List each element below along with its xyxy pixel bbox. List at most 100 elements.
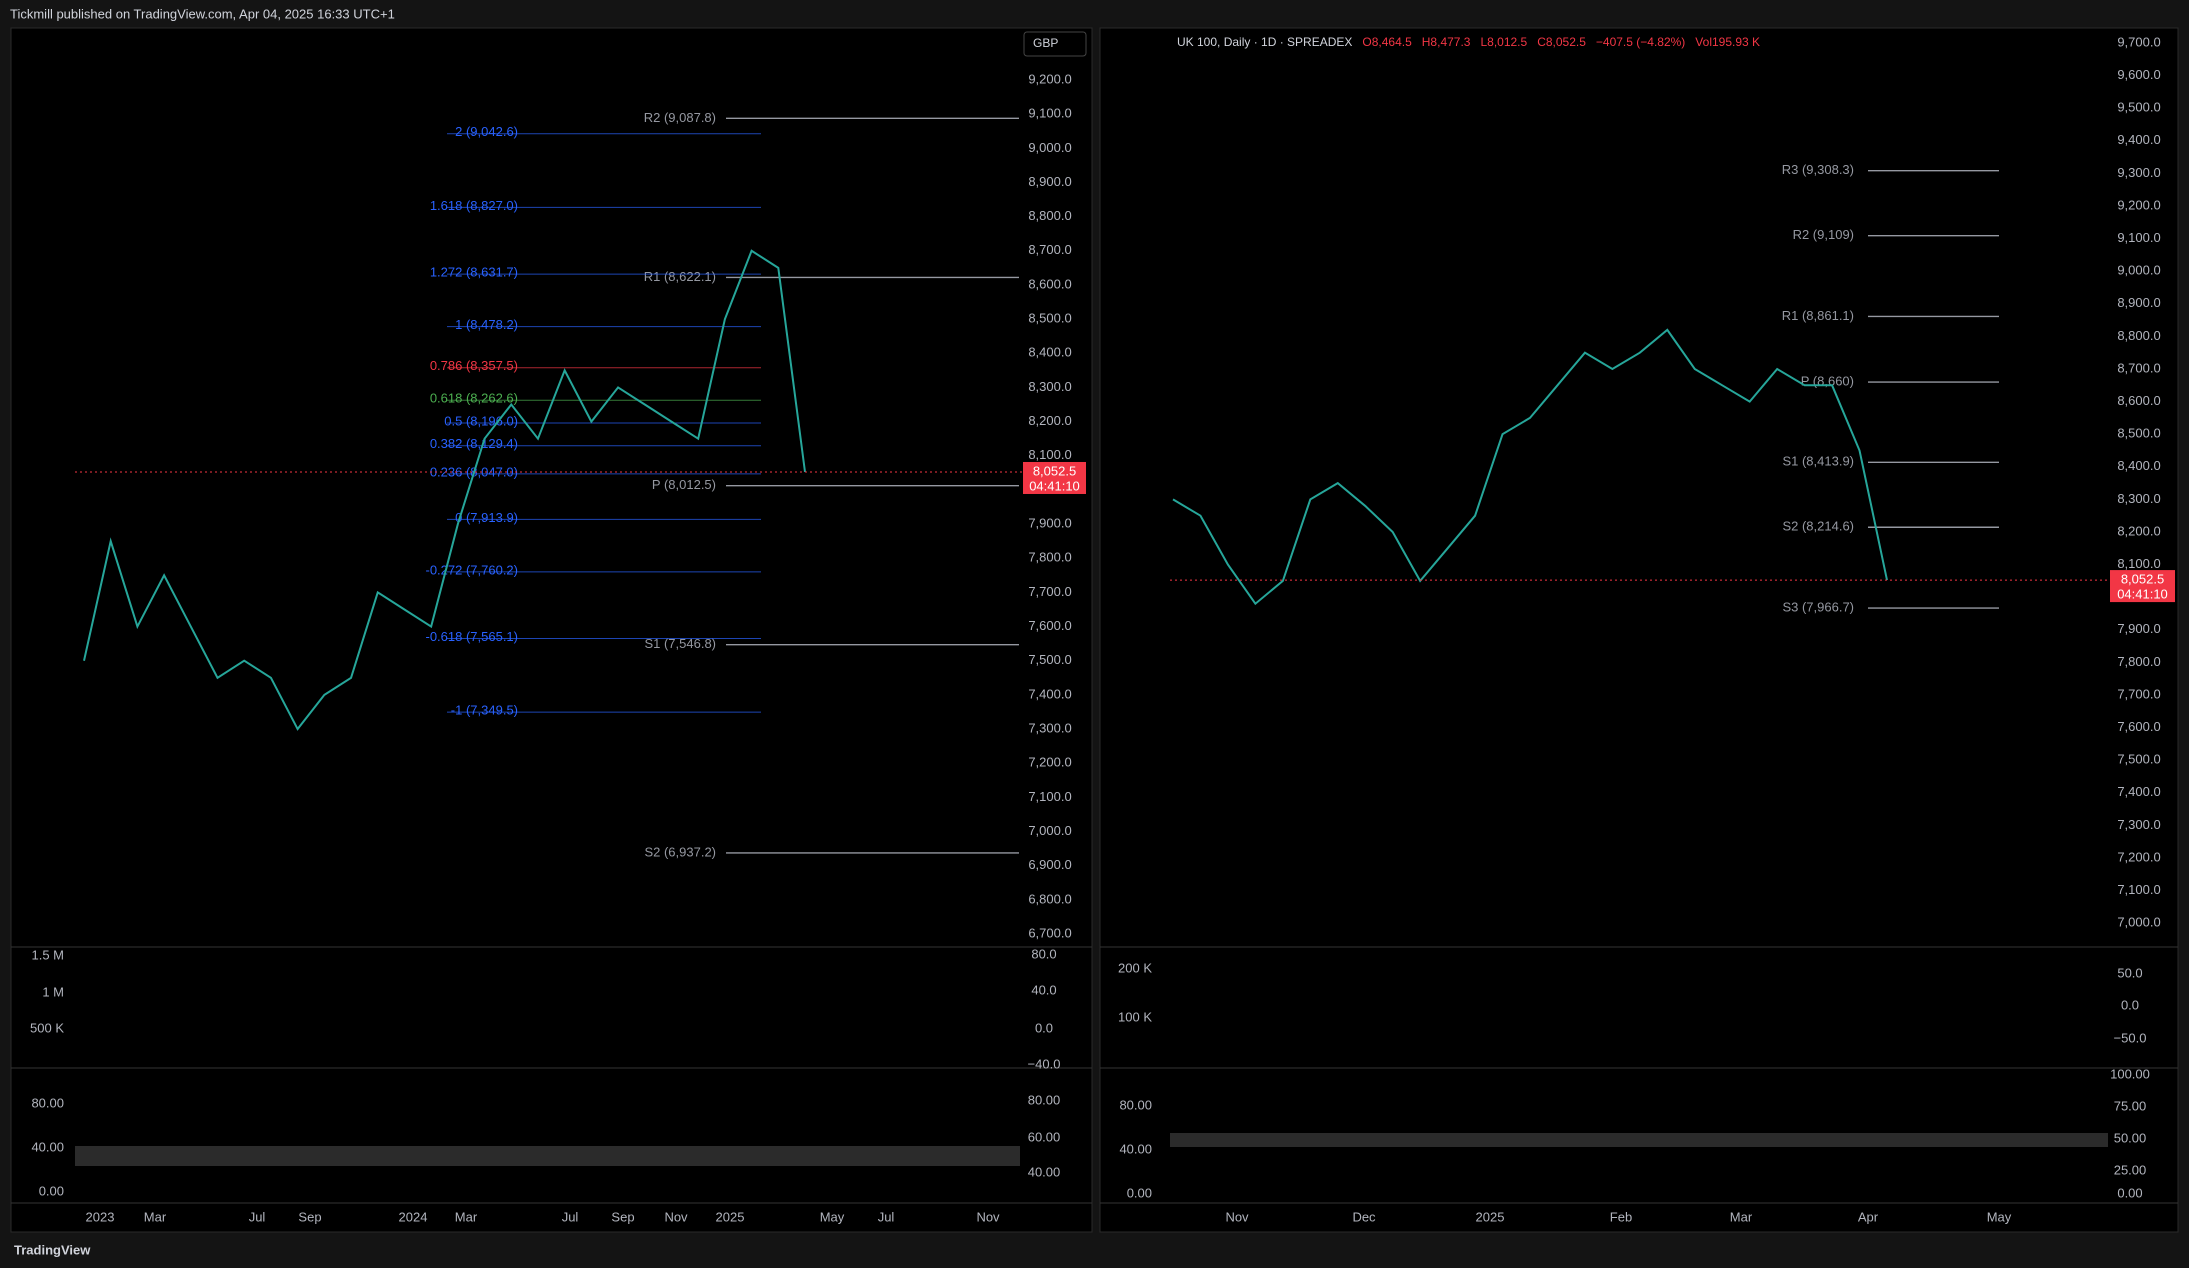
price-axis-label: 7,500.0 bbox=[2117, 752, 2160, 767]
price-axis-label: 7,100.0 bbox=[2117, 882, 2160, 897]
volume-axis-label: 500 K bbox=[30, 1020, 64, 1035]
price-axis-label: 8,600.0 bbox=[1028, 276, 1071, 291]
price-axis-label: 7,400.0 bbox=[1028, 686, 1071, 701]
time-axis-label: Apr bbox=[1858, 1209, 1879, 1224]
time-axis-label: 2025 bbox=[1476, 1209, 1505, 1224]
price-axis-label: 8,500.0 bbox=[1028, 311, 1071, 326]
price-axis-label: 9,100.0 bbox=[1028, 106, 1071, 121]
price-axis-label: 8,100.0 bbox=[1028, 447, 1071, 462]
stoch-axis-label: 80.00 bbox=[31, 1095, 64, 1110]
volume-osc-axis-label: −40.0 bbox=[1028, 1056, 1061, 1071]
time-axis-label: Mar bbox=[455, 1209, 478, 1224]
price-axis-label: 9,400.0 bbox=[2117, 132, 2160, 147]
close-line bbox=[1172, 328, 1888, 606]
price-axis-label: 8,500.0 bbox=[2117, 426, 2160, 441]
volume-osc-axis-label: 0.0 bbox=[1035, 1020, 1053, 1035]
price-axis-label: 7,300.0 bbox=[1028, 720, 1071, 735]
time-axis-label: 2023 bbox=[86, 1209, 115, 1224]
price-axis-label: 8,100.0 bbox=[2117, 556, 2160, 571]
price-axis-label: 9,500.0 bbox=[2117, 100, 2160, 115]
stoch-axis-label: 40.00 bbox=[31, 1139, 64, 1154]
legend-low: L8,012.5 bbox=[1480, 35, 1527, 49]
price-axis-label: 7,600.0 bbox=[1028, 618, 1071, 633]
stoch-axis-label: 0.00 bbox=[1127, 1185, 1152, 1200]
price-axis-label: 8,700.0 bbox=[2117, 360, 2160, 375]
price-axis-label: 7,700.0 bbox=[2117, 686, 2160, 701]
time-axis-label: Mar bbox=[1730, 1209, 1753, 1224]
price-axis-label: 8,200.0 bbox=[2117, 523, 2160, 538]
price-axis-label: 7,000.0 bbox=[2117, 915, 2160, 930]
time-axis-label: Sep bbox=[611, 1209, 634, 1224]
price-axis-label: 7,000.0 bbox=[1028, 823, 1071, 838]
fib-label: 0.786 (8,357.5) bbox=[430, 358, 518, 373]
price-axis-label: 9,000.0 bbox=[1028, 140, 1071, 155]
fib-label: 1 (8,478.2) bbox=[455, 317, 518, 332]
fib-label: -0.272 (7,760.2) bbox=[425, 562, 518, 577]
price-axis-label: 9,700.0 bbox=[2117, 34, 2160, 49]
price-axis-label: 7,200.0 bbox=[2117, 849, 2160, 864]
pivot-label: S3 (7,966.7) bbox=[1782, 599, 1854, 614]
fib-label: 0.5 (8,196.0) bbox=[444, 413, 518, 428]
price-tag-countdown: 04:41:10 bbox=[1029, 478, 1080, 493]
price-axis-label: 8,400.0 bbox=[1028, 345, 1071, 360]
currency-button[interactable] bbox=[1023, 31, 1087, 57]
legend-volume: Vol195.93 K bbox=[1695, 35, 1760, 49]
price-axis-label: 8,300.0 bbox=[1028, 379, 1071, 394]
time-axis-label: 2024 bbox=[399, 1209, 428, 1224]
stoch-axis-label: 60.00 bbox=[1028, 1129, 1061, 1144]
volume-osc-axis-label: 80.0 bbox=[1031, 946, 1056, 961]
volume-axis-label: 100 K bbox=[1118, 1009, 1152, 1024]
stoch-axis-label: 25.00 bbox=[2114, 1162, 2147, 1177]
volume-osc-axis-label: 0.0 bbox=[2121, 997, 2139, 1012]
stoch-axis-label: 0.00 bbox=[2117, 1185, 2142, 1200]
fib-label: -0.618 (7,565.1) bbox=[425, 629, 518, 644]
time-axis-label: Feb bbox=[1610, 1209, 1632, 1224]
time-axis-label: Dec bbox=[1352, 1209, 1376, 1224]
time-axis-label: Sep bbox=[298, 1209, 321, 1224]
time-axis-label: Nov bbox=[976, 1209, 1000, 1224]
price-axis-label: 7,500.0 bbox=[1028, 652, 1071, 667]
volume-axis-label: 1 M bbox=[42, 984, 64, 999]
price-axis-label: 7,900.0 bbox=[2117, 621, 2160, 636]
volume-osc-axis-label: −50.0 bbox=[2114, 1030, 2147, 1045]
price-axis-label: 7,400.0 bbox=[2117, 784, 2160, 799]
time-axis-label: Mar bbox=[144, 1209, 167, 1224]
volume-axis-label: 200 K bbox=[1118, 960, 1152, 975]
stoch-axis-label: 100.00 bbox=[2110, 1066, 2150, 1081]
fib-label: 2 (9,042.6) bbox=[455, 124, 518, 139]
price-axis-label: 6,800.0 bbox=[1028, 891, 1071, 906]
price-axis-label: 8,200.0 bbox=[1028, 413, 1071, 428]
volume-axis-label: 1.5 M bbox=[31, 947, 64, 962]
volume-osc-axis-label: 40.0 bbox=[1031, 982, 1056, 997]
price-axis-label: 8,900.0 bbox=[1028, 174, 1071, 189]
legend-open: O8,464.5 bbox=[1362, 35, 1412, 49]
left-panel bbox=[10, 27, 1093, 1233]
time-axis-label: Nov bbox=[1225, 1209, 1249, 1224]
pivot-label: S2 (8,214.6) bbox=[1782, 519, 1854, 534]
price-axis-label: 8,400.0 bbox=[2117, 458, 2160, 473]
price-axis-label: 7,300.0 bbox=[2117, 817, 2160, 832]
price-tag-value: 8,052.5 bbox=[2121, 572, 2164, 587]
stoch-axis-label: 50.00 bbox=[2114, 1130, 2147, 1145]
price-axis-label: 7,200.0 bbox=[1028, 755, 1071, 770]
legend-high: H8,477.3 bbox=[1422, 35, 1471, 49]
stoch-axis-label: 80.00 bbox=[1119, 1097, 1152, 1112]
fib-label: 0.382 (8,129.4) bbox=[430, 436, 518, 451]
stoch-axis-label: 80.00 bbox=[1028, 1092, 1061, 1107]
price-tag-value: 8,052.5 bbox=[1033, 463, 1076, 478]
stoch-band bbox=[75, 1146, 1020, 1166]
price-axis-label: 9,200.0 bbox=[2117, 197, 2160, 212]
pivot-label: S2 (6,937.2) bbox=[644, 844, 716, 859]
time-axis-label: May bbox=[1987, 1209, 2012, 1224]
pivot-label: P (8,012.5) bbox=[652, 477, 716, 492]
stoch-axis-label: 40.00 bbox=[1119, 1141, 1152, 1156]
time-axis-label: Nov bbox=[664, 1209, 688, 1224]
time-axis-label: Jul bbox=[562, 1209, 579, 1224]
pivot-label: R2 (9,087.8) bbox=[644, 110, 716, 125]
right-panel bbox=[1099, 27, 2179, 1233]
time-axis-label: 2025 bbox=[716, 1209, 745, 1224]
price-axis-label: 6,700.0 bbox=[1028, 925, 1071, 940]
fib-label: -1 (7,349.5) bbox=[451, 703, 518, 718]
publisher: Tickmill published on TradingView.com, A… bbox=[10, 6, 395, 21]
